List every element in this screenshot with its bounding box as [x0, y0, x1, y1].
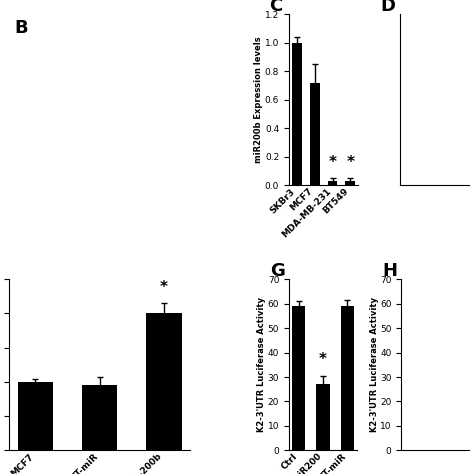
Y-axis label: miR200b Expression levels: miR200b Expression levels: [255, 36, 264, 163]
Bar: [328, 181, 337, 185]
Bar: [316, 384, 329, 450]
Text: *: *: [328, 155, 337, 170]
Text: D: D: [381, 0, 395, 15]
Text: *: *: [160, 280, 168, 295]
Text: H: H: [382, 262, 397, 280]
Text: B: B: [14, 19, 28, 37]
Text: G: G: [270, 262, 285, 280]
Bar: [18, 382, 53, 450]
Bar: [346, 181, 355, 185]
Bar: [146, 313, 182, 450]
Bar: [292, 306, 305, 450]
Bar: [292, 43, 302, 185]
Text: C: C: [270, 0, 283, 15]
Y-axis label: K2-3'UTR Luciferase Activity: K2-3'UTR Luciferase Activity: [257, 297, 266, 432]
Text: *: *: [346, 155, 354, 170]
Bar: [310, 82, 319, 185]
Bar: [340, 306, 354, 450]
Text: *: *: [319, 352, 327, 367]
Y-axis label: K2-3'UTR Luciferase Activity: K2-3'UTR Luciferase Activity: [370, 297, 379, 432]
Bar: [82, 385, 117, 450]
